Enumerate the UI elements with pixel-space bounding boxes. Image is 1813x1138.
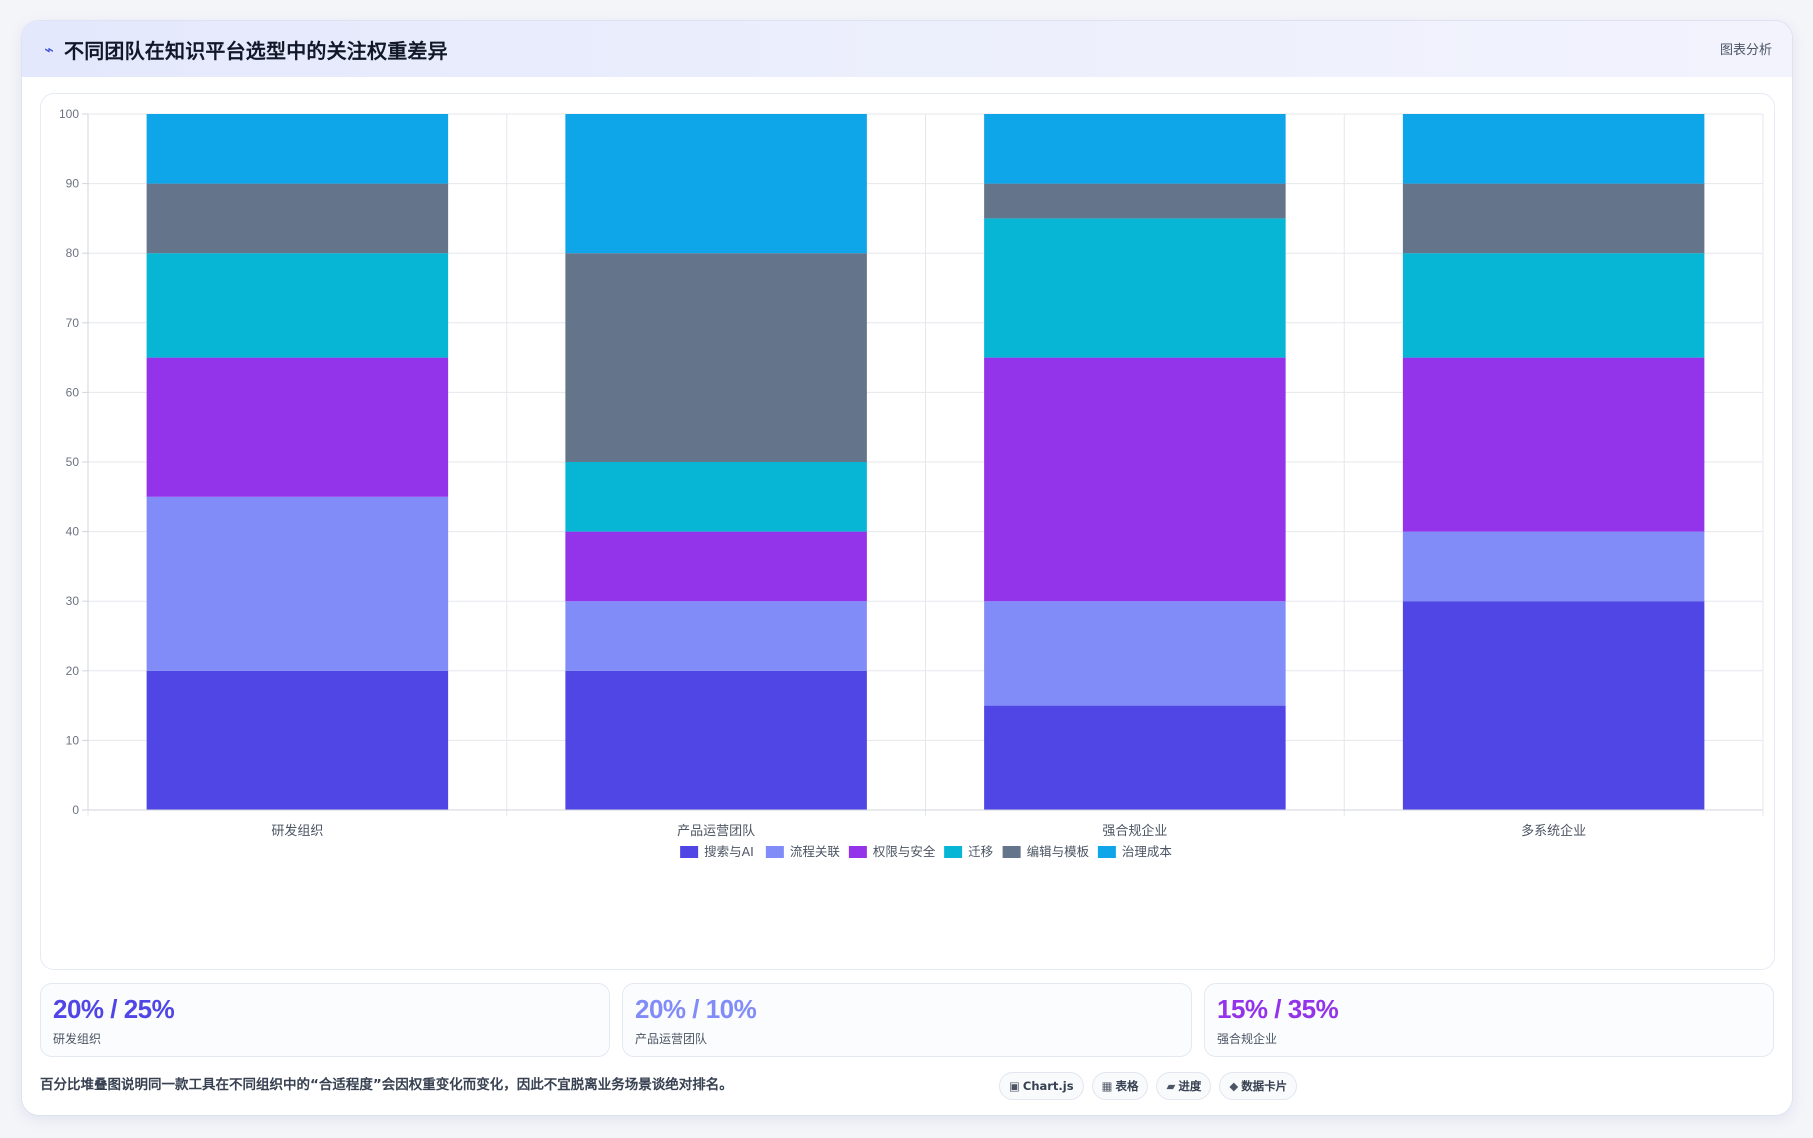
bar-segment	[1402, 357, 1705, 532]
bar-segment	[1402, 601, 1705, 810]
chart-icon: ▣	[1009, 1079, 1020, 1093]
legend-swatch	[944, 846, 963, 858]
stacked-bar-chart: 0 10 20 30 40 50 60 70 80 90 100 研发组织 产品运营团队 强合规企业 多系统…	[59, 107, 1764, 859]
bar-segment	[984, 705, 1286, 810]
card-header: ⌁ 不同团队在知识平台选型中的关注权重差异 图表分析	[22, 21, 1792, 77]
bar-segment	[1402, 253, 1705, 358]
card-title: 不同团队在知识平台选型中的关注权重差异	[64, 38, 448, 63]
feature-chips: ▣ Chart.js ▦ 表格 ▰ 进度 ◆ 数据卡片	[999, 1072, 1298, 1100]
y-tick-label: 50	[66, 455, 80, 469]
legend-swatch	[765, 846, 784, 858]
stat-value: 20% / 25%	[53, 994, 175, 1024]
table-icon: ▦	[1101, 1079, 1113, 1093]
legend-swatch	[1002, 846, 1021, 858]
y-tick-label: 0	[72, 803, 79, 817]
bar-segment	[984, 114, 1286, 184]
bar-segment	[146, 183, 449, 254]
bar-segment	[146, 357, 449, 497]
chip-data-card[interactable]: ◆ 数据卡片	[1219, 1072, 1298, 1100]
x-tick-label: 产品运营团队	[677, 824, 755, 839]
legend-label: 编辑与模板	[1027, 844, 1090, 859]
chip-table[interactable]: ▦ 表格	[1091, 1072, 1149, 1100]
stat-card-compliance: 15% / 35% 强合规企业	[1204, 983, 1774, 1057]
bar-segment	[984, 218, 1286, 358]
x-tick-label: 研发组织	[271, 823, 323, 839]
bar-segment	[565, 253, 867, 462]
y-tick-label: 20	[66, 664, 80, 678]
bar-segment	[146, 114, 449, 184]
stat-label: 产品运营团队	[635, 1032, 708, 1046]
stat-value: 15% / 35%	[1217, 994, 1339, 1024]
y-tick-label: 80	[66, 246, 80, 260]
bar-segment	[565, 601, 867, 671]
legend-swatch	[848, 846, 867, 858]
bar-segment	[984, 357, 1286, 602]
y-tick-label: 70	[66, 316, 80, 330]
bar-segment	[984, 183, 1286, 219]
progress-icon: ▰	[1166, 1079, 1176, 1093]
x-tick-label: 强合规企业	[1102, 823, 1167, 839]
stat-card-rd: 20% / 25% 研发组织	[40, 983, 610, 1057]
bar-segment	[1402, 183, 1705, 254]
legend-swatch	[1097, 846, 1116, 858]
card-icon: ◆	[1229, 1079, 1239, 1093]
stat-label: 强合规企业	[1217, 1032, 1278, 1046]
legend-label: 迁移	[968, 844, 993, 859]
legend-swatch	[680, 846, 699, 858]
chart-card: ⌁ 不同团队在知识平台选型中的关注权重差异 图表分析 0 10 20 30 40 50 60…	[21, 20, 1793, 1116]
y-tick-label: 60	[66, 385, 80, 399]
bar-segment	[984, 601, 1286, 706]
pulse-icon: ⌁	[44, 39, 54, 59]
bar-segment	[1402, 114, 1705, 184]
stat-value: 20% / 10%	[635, 994, 757, 1024]
chip-chartjs[interactable]: ▣ Chart.js	[999, 1072, 1084, 1100]
chip-label: Chart.js	[1022, 1079, 1074, 1093]
legend-label: 搜索与AI	[704, 844, 754, 859]
bar-segment	[146, 670, 449, 810]
stat-cards: 20% / 25% 研发组织 20% / 10% 产品运营团队 15% / 35…	[40, 983, 1775, 1057]
y-tick-label: 30	[66, 594, 80, 608]
stat-card-product-ops: 20% / 10% 产品运营团队	[622, 983, 1192, 1057]
y-tick-label: 40	[66, 525, 80, 539]
chart-panel: 0 10 20 30 40 50 60 70 80 90 100 研发组织 产品运营团队 强合规企业 多系统…	[40, 93, 1775, 970]
y-tick-label: 90	[66, 177, 80, 191]
bar-segment	[146, 496, 449, 671]
chart-analysis-tag: 图表分析	[1719, 43, 1772, 58]
bar-segment	[146, 253, 449, 358]
chip-label: 数据卡片	[1241, 1079, 1288, 1093]
y-tick-label: 10	[66, 733, 80, 747]
legend-label: 治理成本	[1122, 844, 1173, 859]
bar-segment	[565, 114, 867, 254]
bar-segment	[565, 531, 867, 602]
x-tick-label: 多系统企业	[1521, 823, 1586, 839]
bar-segment	[1402, 531, 1705, 602]
legend-label: 权限与安全	[873, 844, 936, 859]
bar-segment	[565, 670, 867, 810]
y-tick-label: 100	[59, 107, 79, 121]
chip-label: 表格	[1115, 1079, 1139, 1093]
bar-segment	[565, 462, 867, 532]
stat-label: 研发组织	[53, 1032, 102, 1046]
chip-label: 进度	[1178, 1079, 1202, 1093]
legend-label: 流程关联	[790, 844, 841, 859]
footer-note: 百分比堆叠图说明同一款工具在不同组织中的“合适程度”会因权重变化而变化，因此不宜…	[40, 1077, 733, 1093]
chip-progress[interactable]: ▰ 进度	[1156, 1072, 1212, 1100]
